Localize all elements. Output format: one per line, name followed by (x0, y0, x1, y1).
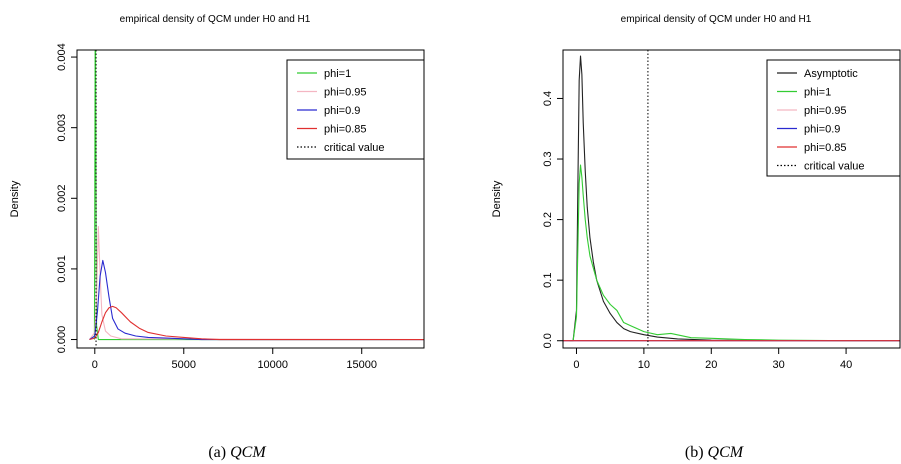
y-tick-label: 0.001 (56, 255, 68, 283)
legend-label: phi=0.85 (804, 142, 847, 154)
caption-b-label: (b) (685, 444, 704, 461)
series-line-phi-0-85 (89, 305, 424, 341)
panel-b: empirical density of QCM under H0 and H1… (491, 14, 901, 371)
x-tick-label: 5000 (172, 359, 196, 371)
legend: Asymptotic phi=1 phi=0.95 phi=0.9 phi=0.85 cr… (766, 59, 901, 177)
legend-label: phi=1 (324, 68, 351, 80)
legend: phi=1 phi=0.95 phi=0.9 phi=0.85 critical val… (286, 59, 425, 160)
y-tick-label: 0.002 (56, 185, 68, 213)
legend-label: phi=0.85 (324, 124, 367, 136)
x-tick-label: 0 (92, 359, 98, 371)
series-group (563, 50, 900, 348)
legend-label: critical value (804, 161, 865, 173)
caption-a: (a) QCM (208, 444, 267, 461)
x-tick-label: 10 (638, 359, 650, 371)
series-line-phi-0-9 (89, 259, 424, 341)
chart-title: empirical density of QCM under H0 and H1 (120, 14, 311, 25)
x-tick-label: 0 (573, 359, 579, 371)
caption-a-label: (a) (208, 444, 226, 461)
legend-label: phi=0.9 (804, 124, 840, 136)
y-tick-label: 0.1 (542, 273, 554, 288)
x-tick-label: 15000 (346, 359, 377, 371)
legend-box (766, 59, 901, 177)
y-tick-label: 0.003 (56, 114, 68, 142)
caption-b-name: QCM (708, 444, 745, 461)
y-tick-label: 0.0 (542, 333, 554, 348)
y-tick-label: 0.4 (542, 91, 554, 106)
series-line-phi-0-95 (89, 225, 424, 341)
plot-frame (562, 49, 901, 349)
series-line-phi-1 (569, 164, 900, 342)
legend-label: critical value (324, 142, 385, 154)
y-axis-label: Density (491, 180, 503, 217)
y-tick-label: 0.3 (542, 151, 554, 166)
plot-frame (76, 49, 425, 349)
x-tick-label: 10000 (257, 359, 288, 371)
legend-label: phi=0.95 (804, 105, 847, 117)
legend-label: Asymptotic (804, 68, 858, 80)
caption-b: (b) QCM (685, 444, 745, 461)
series-group (89, 50, 424, 348)
legend-label: phi=0.95 (324, 87, 367, 99)
x-tick-label: 30 (773, 359, 785, 371)
panel-a: empirical density of QCM under H0 and H1… (9, 14, 425, 371)
legend-label: phi=0.9 (324, 105, 360, 117)
x-tick-label: 20 (705, 359, 717, 371)
legend-label: phi=1 (804, 87, 831, 99)
y-tick-label: 0.000 (56, 326, 68, 354)
chart-title: empirical density of QCM under H0 and H1 (621, 14, 812, 25)
series-line-asymptotic (569, 55, 900, 342)
y-tick-label: 0.004 (56, 43, 68, 71)
y-tick-label: 0.2 (542, 212, 554, 227)
y-axis-label: Density (9, 180, 21, 217)
x-tick-label: 40 (840, 359, 852, 371)
caption-a-name: QCM (230, 444, 267, 461)
